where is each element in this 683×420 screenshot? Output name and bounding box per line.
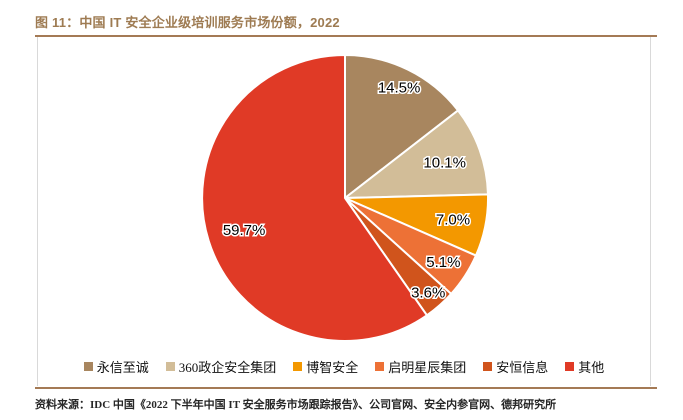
legend-item-2: 博智安全 [293,357,358,376]
legend-item-5: 其他 [565,357,604,376]
legend-swatch-3 [375,362,385,371]
legend-label-3: 启明星辰集团 [388,360,467,375]
legend-label-4: 安恒信息 [496,360,549,375]
pie-label-5: 59.7% [223,222,266,239]
title-rule [35,35,657,37]
pie-label-3: 5.1% [426,254,460,271]
legend-label-1: 360政企安全集团 [178,360,277,375]
legend: 永信至诚 360政企安全集团 博智安全 启明星辰集团 安恒信息 其他 [38,357,650,376]
chart-area: 14.5% 10.1% 7.0% 5.1% 3.6% 59.7% 永信至诚 360政企安全集… [37,37,651,386]
pie-label-4: 3.6% [411,284,445,301]
pie-slice-1 [344,109,489,199]
source-text: 资料来源：IDC 中国《2022 下半年中国 IT 安全服务市场跟踪报告》、公司… [35,399,557,411]
legend-label-5: 其他 [578,360,605,375]
pie-slice-0 [344,54,459,199]
legend-swatch-5 [565,362,575,371]
legend-item-0: 永信至诚 [83,357,149,376]
legend-label-0: 永信至诚 [96,360,149,375]
legend-item-4: 安恒信息 [483,357,548,376]
pie-slice-5 [201,54,428,342]
legend-item-3: 启明星辰集团 [375,357,466,376]
legend-item-1: 360政企安全集团 [165,357,277,376]
bottom-rule [35,387,657,389]
pie-chart: 14.5% 10.1% 7.0% 5.1% 3.6% 59.7% [201,54,490,342]
legend-swatch-1 [165,362,175,371]
legend-swatch-4 [483,362,493,371]
pie-label-2: 7.0% [436,211,470,228]
legend-label-2: 博智安全 [306,360,359,375]
pie-label-0: 14.5% [378,80,421,97]
pie-label-1: 10.1% [423,155,466,172]
legend-swatch-0 [83,362,93,371]
legend-swatch-2 [293,362,303,371]
figure-title: 图 11：中国 IT 安全企业级培训服务市场份额，2022 [35,15,340,30]
